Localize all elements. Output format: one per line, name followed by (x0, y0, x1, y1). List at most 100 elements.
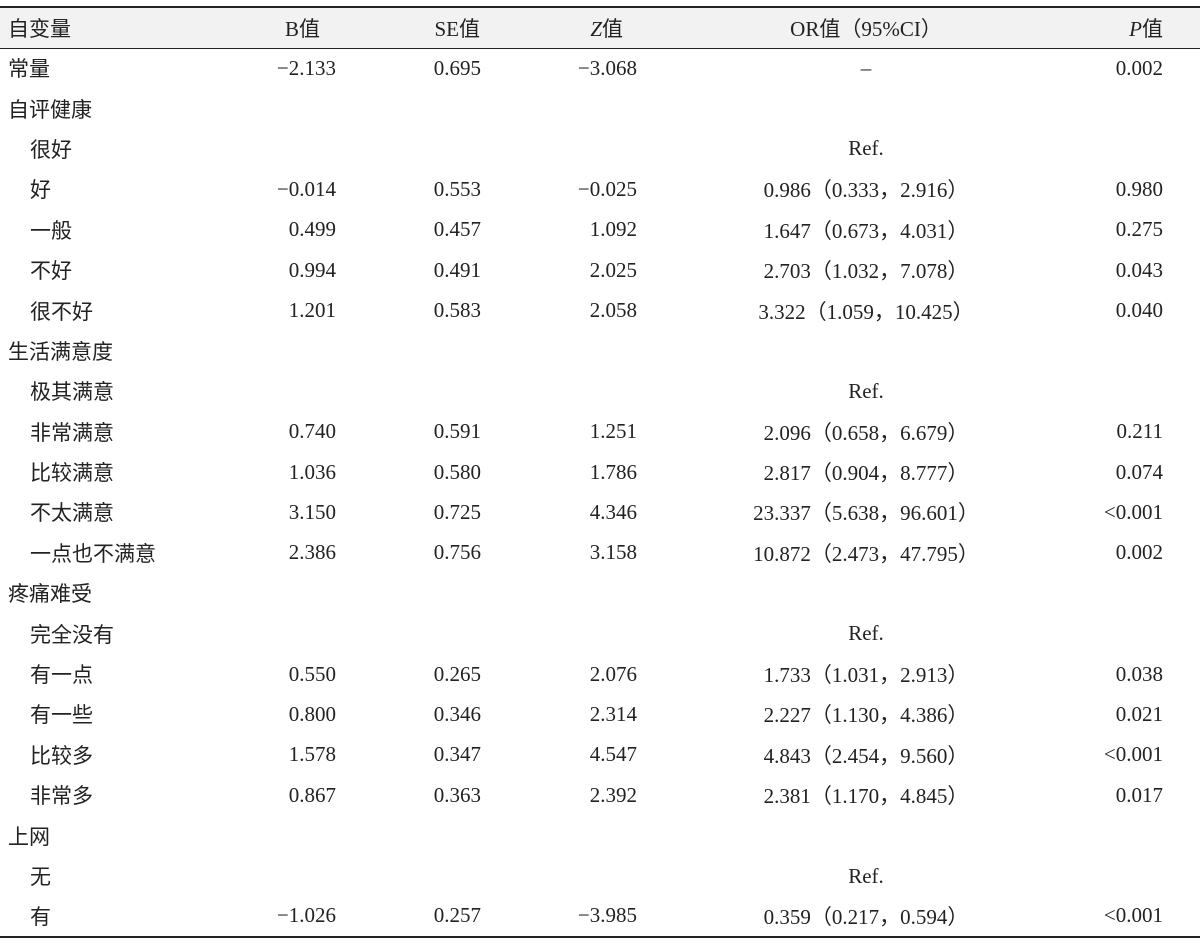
group-title: 生活满意度 (8, 339, 113, 364)
p-cell: <0.001 (1103, 903, 1163, 928)
se-cell: 0.257 (433, 903, 481, 928)
table-row: 非常满意 0.740 0.591 1.251 2.096（0.658，6.679） 0.2… (0, 412, 1200, 452)
or-cell: Ref. (848, 621, 884, 646)
header-row: 自变量 B值 SE值 Z值 OR值（95%CI） P值 (0, 7, 1200, 49)
label-cell: 完全没有 (30, 622, 114, 647)
b-cell: 0.867 (288, 782, 336, 807)
spacer-cell (1163, 735, 1200, 775)
or-cell: 1.733（1.031，2.913） (763, 663, 969, 688)
spacer-cell (1163, 533, 1200, 573)
spacer-cell (1163, 129, 1200, 169)
b-cell: 1.201 (288, 298, 336, 323)
spacer-cell (1163, 210, 1200, 250)
group-title: 上网 (8, 824, 50, 849)
table-row: 非常多 0.867 0.363 2.392 2.381（1.170，4.845） 0.01… (0, 775, 1200, 815)
header-text: Z值 (590, 16, 623, 41)
b-cell (230, 129, 336, 169)
se-cell (336, 613, 481, 653)
se-cell: 0.347 (433, 742, 481, 767)
group-row: 生活满意度 (0, 331, 1200, 371)
or-cell: 2.703（1.032，7.078） (763, 259, 969, 284)
table-row: 有一些 0.800 0.346 2.314 2.227（1.130，4.386） 0.02… (0, 694, 1200, 734)
p-cell (1095, 613, 1163, 653)
b-cell: 0.499 (288, 217, 336, 242)
label-cell: 比较多 (30, 743, 93, 768)
label-cell: 非常多 (30, 784, 93, 809)
p-cell: 0.211 (1116, 419, 1163, 444)
z-cell: 1.092 (589, 217, 637, 242)
z-cell (481, 129, 637, 169)
se-cell (336, 371, 481, 411)
p-cell (1095, 129, 1163, 169)
se-cell: 0.457 (433, 217, 481, 242)
p-cell: 0.021 (1115, 701, 1163, 726)
spacer-cell (1163, 492, 1200, 532)
b-cell: −2.133 (276, 55, 336, 80)
or-cell: Ref. (848, 136, 884, 161)
se-cell: 0.591 (433, 419, 481, 444)
table-row: 比较多 1.578 0.347 4.547 4.843（2.454，9.560） <0.0… (0, 735, 1200, 775)
table-row: 比较满意 1.036 0.580 1.786 2.817（0.904，8.777） 0.0… (0, 452, 1200, 492)
p-cell: 0.275 (1115, 217, 1163, 242)
regression-table: 自变量 B值 SE值 Z值 OR值（95%CI） P值 常量 −2.133 0.69… (0, 6, 1200, 938)
header-text: P值 (1129, 16, 1163, 41)
or-cell: 2.817（0.904，8.777） (763, 461, 969, 486)
b-cell (230, 371, 336, 411)
table-row: 不太满意 3.150 0.725 4.346 23.337（5.638，96.601） <… (0, 492, 1200, 532)
table-row: 有 −1.026 0.257 −3.985 0.359（0.217，0.594） <0.0… (0, 896, 1200, 936)
label-cell: 有 (30, 904, 51, 929)
p-cell (1095, 856, 1163, 896)
spacer-cell (1163, 371, 1200, 411)
z-cell: −0.025 (577, 176, 637, 201)
header-cell: 自变量 (0, 7, 230, 49)
se-cell: 0.580 (433, 459, 481, 484)
header-cell: B值 (230, 7, 336, 49)
se-cell (336, 856, 481, 896)
table-row: 好 −0.014 0.553 −0.025 0.986（0.333，2.916） 0.98… (0, 169, 1200, 209)
header-cell: P值 (1095, 7, 1163, 49)
b-cell: 1.578 (288, 742, 336, 767)
b-cell: −1.026 (276, 903, 336, 928)
table-row: 不好 0.994 0.491 2.025 2.703（1.032，7.078） 0.043 (0, 250, 1200, 290)
z-cell: 2.025 (589, 257, 637, 282)
se-cell: 0.725 (433, 499, 481, 524)
or-cell: 0.986（0.333，2.916） (763, 178, 969, 203)
se-cell: 0.553 (433, 176, 481, 201)
or-cell: 2.381（1.170，4.845） (763, 784, 969, 809)
z-cell: −3.985 (577, 903, 637, 928)
or-cell: Ref. (848, 378, 884, 403)
b-cell: 0.550 (288, 661, 336, 686)
table-row: 有一点 0.550 0.265 2.076 1.733（1.031，2.913） 0.03… (0, 654, 1200, 694)
label-cell: 有一些 (30, 703, 93, 728)
se-cell: 0.756 (433, 540, 481, 565)
p-cell: 0.040 (1115, 298, 1163, 323)
table-row: 完全没有 Ref. (0, 613, 1200, 653)
group-title: 疼痛难受 (8, 582, 92, 607)
group-title: 自评健康 (8, 97, 92, 122)
table-row: 很不好 1.201 0.583 2.058 3.322（1.059，10.425） 0.0… (0, 290, 1200, 330)
label-cell: 不好 (30, 259, 72, 284)
or-cell: – (860, 55, 872, 80)
p-cell: 0.017 (1115, 782, 1163, 807)
se-cell: 0.363 (433, 782, 481, 807)
z-cell (481, 371, 637, 411)
z-cell: 4.547 (589, 742, 637, 767)
header-cell: Z值 (481, 7, 637, 49)
z-cell (481, 613, 637, 653)
b-cell: 2.386 (288, 540, 336, 565)
label-cell: 有一点 (30, 663, 93, 688)
label-cell: 比较满意 (30, 461, 114, 486)
se-cell: 0.346 (433, 701, 481, 726)
or-cell: Ref. (848, 863, 884, 888)
se-cell (336, 129, 481, 169)
b-cell: −0.014 (276, 176, 336, 201)
p-cell (1095, 371, 1163, 411)
label-cell: 很好 (30, 137, 72, 162)
or-cell: 1.647（0.673，4.031） (763, 218, 969, 243)
z-cell: 3.158 (589, 540, 637, 565)
b-cell: 0.994 (288, 257, 336, 282)
table-body: 常量 −2.133 0.695 −3.068 – 0.002 自评健康 很好 Ref. 好 −0.0… (0, 48, 1200, 937)
p-cell: 0.002 (1115, 55, 1163, 80)
spacer-cell (1163, 896, 1200, 936)
